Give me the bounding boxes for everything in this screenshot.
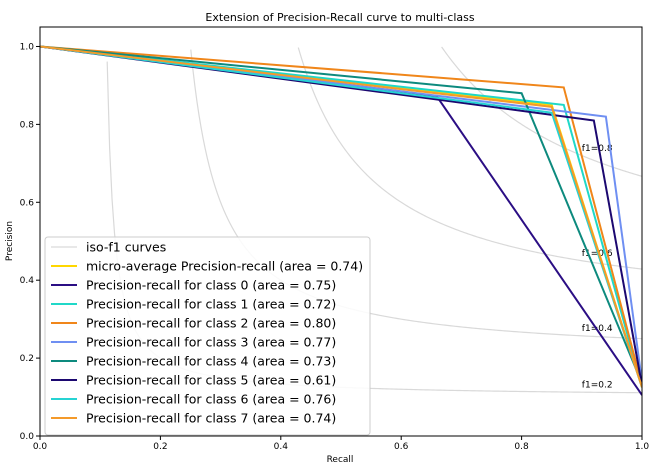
y-tick-label: 0.0: [20, 432, 35, 442]
legend-label: Precision-recall for class 1 (area = 0.7…: [86, 297, 336, 312]
chart-title: Extension of Precision-Recall curve to m…: [205, 11, 474, 24]
legend-label: Precision-recall for class 2 (area = 0.8…: [86, 316, 336, 331]
legend-label: Precision-recall for class 3 (area = 0.7…: [86, 335, 336, 350]
y-axis-label: Precision: [5, 221, 15, 261]
x-tick-label: 0.8: [514, 442, 529, 452]
x-tick-label: 0.2: [153, 442, 167, 452]
plot-area: f1=0.2f1=0.4f1=0.6f1=0.80.0 0.2 0.4 0.6 0.8 1…: [20, 26, 650, 452]
legend-label: micro-average Precision-recall (area = 0…: [86, 259, 363, 274]
x-tick-label: 0.0: [33, 442, 48, 452]
x-tick-label: 1.0: [635, 442, 650, 452]
x-axis-label: Recall: [327, 455, 354, 465]
legend: iso-f1 curves micro-average Precision-rec…: [44, 236, 371, 436]
legend-box: [44, 236, 371, 436]
y-tick-label: 0.8: [20, 120, 35, 130]
y-tick-label: 0.2: [20, 354, 34, 364]
series-line-8: [40, 45, 642, 388]
y-tick-label: 1.0: [20, 42, 35, 52]
series-line-3: [40, 45, 642, 386]
series-line-2: [40, 45, 642, 388]
iso-f1-label: f1=0.8: [582, 144, 613, 154]
legend-label: iso-f1 curves: [86, 240, 166, 255]
legend-label: Precision-recall for class 4 (area = 0.7…: [86, 354, 336, 369]
series-line-4: [40, 45, 642, 382]
legend-label: Precision-recall for class 6 (area = 0.7…: [86, 392, 336, 407]
x-tick-label: 0.4: [274, 442, 289, 452]
legend-label: Precision-recall for class 7 (area = 0.7…: [86, 411, 336, 426]
series-lines: [40, 45, 642, 396]
legend-label: Precision-recall for class 0 (area = 0.7…: [86, 278, 336, 293]
iso-f1-curve-0.8: [441, 46, 642, 177]
y-tick-label: 0.6: [20, 198, 35, 208]
axes-frame: [39, 26, 643, 437]
iso-f1-label: f1=0.2: [582, 380, 613, 390]
iso-f1-curve-0.6: [297, 47, 642, 270]
y-tick-label: 0.4: [20, 276, 35, 286]
x-tick-label: 0.6: [394, 442, 409, 452]
legend-label: Precision-recall for class 5 (area = 0.6…: [86, 373, 336, 388]
series-line-5: [40, 45, 642, 384]
